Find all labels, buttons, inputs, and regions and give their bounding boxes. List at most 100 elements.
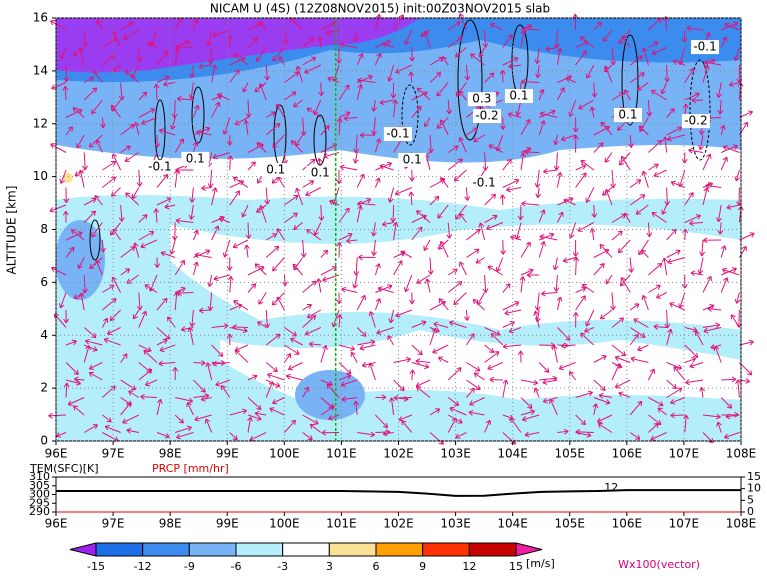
vector-decor [147, 41, 158, 48]
vector-decor [672, 59, 685, 66]
vector-decor [629, 303, 640, 311]
vector-decor [91, 222, 103, 238]
vector-decor [502, 432, 517, 445]
vector-decor [192, 229, 199, 241]
colorbar-box [235, 542, 284, 557]
vector-decor [688, 147, 704, 154]
vector-decor [353, 257, 360, 276]
vector-decor [176, 95, 194, 102]
vector-decor [459, 261, 467, 276]
x-tick-label: 98E [159, 447, 182, 461]
vector-decor [521, 200, 540, 207]
vector-decor [408, 191, 415, 206]
vector-decor [599, 309, 613, 320]
vector-decor [370, 222, 377, 237]
vector-decor [633, 318, 649, 328]
vector-decor [284, 91, 297, 101]
vector-decor [174, 414, 184, 424]
contour-label-text: -0.2 [684, 114, 707, 128]
vector-decor [65, 379, 82, 386]
vector-decor [320, 249, 329, 258]
vector-decor [666, 249, 681, 258]
vector-decor [500, 239, 507, 255]
vector-decor [170, 117, 176, 130]
vector-decor [519, 276, 526, 293]
colorbar-label: 6 [373, 560, 380, 573]
vector-decor [466, 387, 475, 398]
vector-decor [429, 408, 441, 416]
vector-decor [629, 432, 641, 440]
vector-decor [598, 392, 613, 399]
vector-decor [416, 386, 431, 398]
vector-decor [138, 368, 153, 381]
vector-decor [650, 89, 667, 101]
vector-decor [245, 222, 252, 239]
vector-decor [393, 394, 412, 401]
vector-decor [556, 211, 564, 223]
vector-decor [264, 309, 271, 329]
vector-decor [393, 379, 405, 392]
vector-decor [141, 117, 158, 126]
x-tick-label: 104E [497, 447, 528, 461]
vector-decor [648, 262, 663, 276]
vector-decor [172, 366, 179, 381]
contour-label: -0.2 [681, 114, 710, 129]
vector-decor [517, 204, 524, 221]
vector-decor [429, 327, 438, 346]
vector-decor [415, 358, 431, 365]
vector-decor [694, 330, 704, 346]
vector-decor [393, 356, 411, 363]
vector-decor [733, 47, 740, 62]
vector-decor [272, 257, 285, 272]
vector-decor [276, 228, 285, 241]
vector-decor [543, 168, 558, 175]
vector-decor [167, 316, 176, 328]
vector-decor [254, 410, 267, 417]
vector-decor [58, 292, 67, 309]
vector-decor [484, 344, 495, 353]
vector-decor [339, 164, 358, 171]
vector-decor [318, 204, 325, 221]
vector-decor [59, 169, 67, 184]
vector-decor [446, 222, 453, 239]
vector-decor [423, 239, 431, 251]
vector-decor [478, 222, 486, 241]
contour [457, 19, 483, 141]
vector-decor [667, 134, 685, 142]
vector-decor [648, 163, 659, 171]
vector-decor [437, 239, 449, 250]
vector-decor [440, 177, 449, 188]
vector-decor [502, 178, 520, 188]
colorbar-label: 15 [509, 560, 523, 573]
vector-decor [437, 204, 449, 219]
vector-decor [112, 30, 122, 48]
vector-decor [341, 286, 358, 293]
vector-decor [449, 406, 467, 416]
vector-decor [133, 121, 140, 136]
vector-decor [154, 257, 161, 268]
vector-decor [730, 314, 740, 328]
vector-decor [216, 93, 231, 101]
vector-decor [538, 120, 546, 136]
vector-decor [572, 117, 579, 133]
vector-decor [648, 139, 663, 153]
vector-decor [352, 152, 359, 164]
vector-decor [306, 309, 322, 319]
vector-decor [140, 393, 158, 400]
lower-y-tick-label: 300 [29, 488, 50, 501]
vector-decor [269, 407, 285, 416]
vector-decor [593, 21, 602, 31]
vector-decor [138, 108, 155, 118]
vector-decor [359, 344, 376, 351]
vector-decor [603, 65, 613, 83]
vector-decor [272, 134, 285, 148]
vector-decor [620, 277, 631, 293]
contour-label-text: 0.1 [403, 152, 422, 166]
vector-decor [353, 134, 360, 154]
vector-decor [302, 304, 312, 311]
vector-decor [489, 376, 503, 383]
vector-decor [375, 414, 389, 429]
vector-decor [156, 75, 170, 83]
vector-decor [65, 339, 77, 346]
vector-decor [702, 304, 715, 311]
